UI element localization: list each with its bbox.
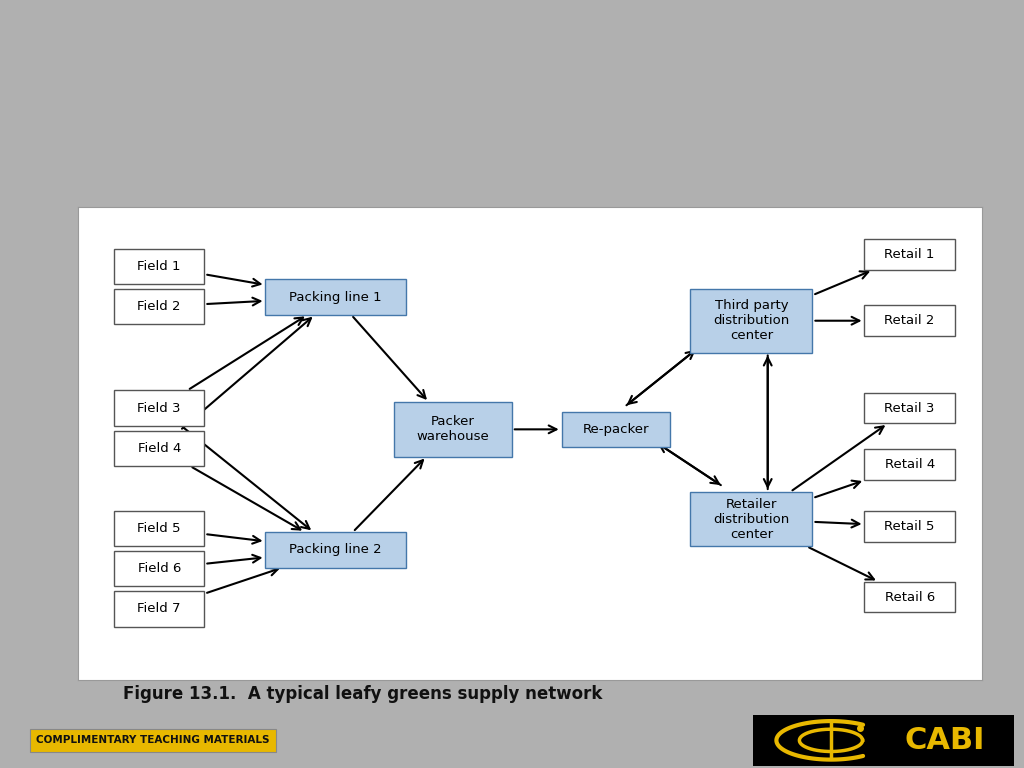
Text: Field 5: Field 5 [137, 522, 181, 535]
Bar [864, 240, 955, 270]
Bar [864, 449, 955, 480]
Text: Retail 4: Retail 4 [885, 458, 935, 472]
Text: Retail 1: Retail 1 [885, 248, 935, 261]
Text: Figure 13.1.  A typical leafy greens supply network: Figure 13.1. A typical leafy greens supp… [123, 685, 602, 703]
Text: Retail 5: Retail 5 [885, 520, 935, 533]
Text: Packer
warehouse: Packer warehouse [417, 415, 489, 443]
Bar [864, 511, 955, 541]
Bar [114, 551, 205, 587]
Text: COMPLIMENTARY TEACHING MATERIALS: COMPLIMENTARY TEACHING MATERIALS [36, 735, 269, 746]
Text: Packing line 2: Packing line 2 [289, 543, 382, 556]
Bar [864, 392, 955, 423]
Text: Field 7: Field 7 [137, 602, 181, 615]
Bar [265, 280, 406, 315]
Bar [864, 581, 955, 612]
Bar [864, 306, 955, 336]
Text: Field 6: Field 6 [137, 562, 181, 575]
Text: Field 3: Field 3 [137, 402, 181, 415]
Text: Retail 6: Retail 6 [885, 591, 935, 604]
Bar [114, 390, 205, 425]
Text: Packing line 1: Packing line 1 [289, 290, 382, 303]
Text: CABI: CABI [904, 726, 985, 755]
Bar [690, 492, 812, 546]
Bar [114, 249, 205, 284]
Text: Re-packer: Re-packer [583, 423, 649, 436]
Bar [690, 289, 812, 353]
Text: Field 4: Field 4 [137, 442, 181, 455]
Bar [114, 431, 205, 466]
Text: Retail 3: Retail 3 [885, 402, 935, 415]
Bar [561, 412, 670, 447]
Text: Third party
distribution
center: Third party distribution center [714, 300, 790, 343]
Text: Field 2: Field 2 [137, 300, 181, 313]
Bar [265, 532, 406, 568]
Text: Retail 2: Retail 2 [885, 314, 935, 327]
Bar [114, 289, 205, 324]
Text: Field 1: Field 1 [137, 260, 181, 273]
Bar [114, 591, 205, 627]
Bar [394, 402, 512, 456]
Text: Retailer
distribution
center: Retailer distribution center [714, 498, 790, 541]
Bar [114, 511, 205, 546]
